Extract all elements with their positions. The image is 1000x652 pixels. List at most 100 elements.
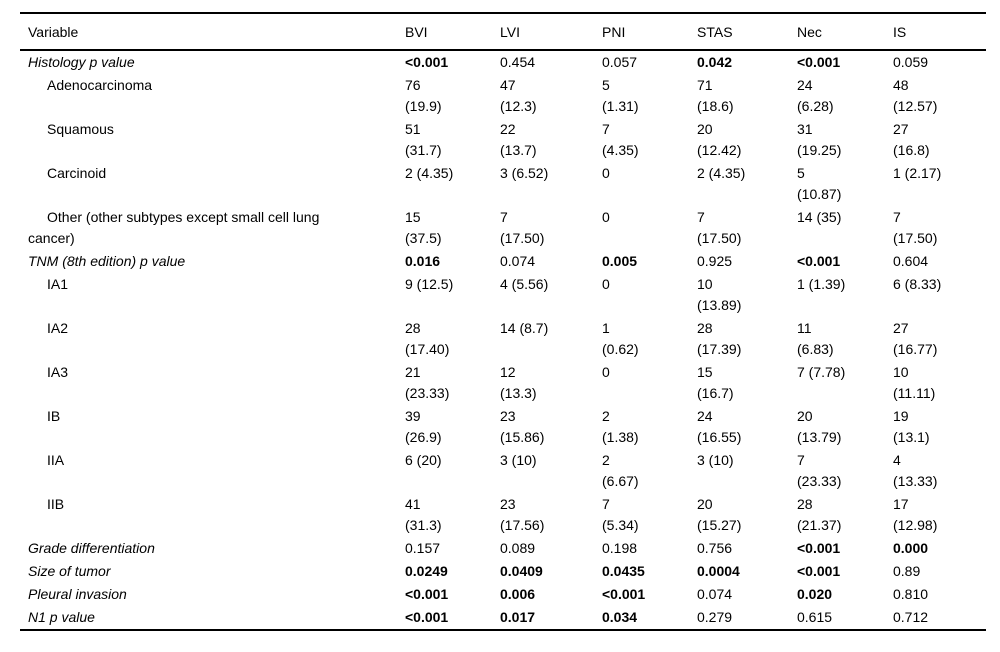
cell-stas: 0.042 [697,54,733,70]
row-label: IIA [47,452,65,468]
cell-bvi: 51 (31.7) [405,121,442,158]
row-label: TNM (8th edition) p value [28,253,186,269]
cell-bvi: 0.0249 [405,563,448,579]
cell-bvi: 21 (23.33) [405,364,450,401]
cell-lvi: 4 (5.56) [500,276,549,292]
cell-is: 0.059 [893,54,929,70]
table-row: Pleural invasion <0.001 0.006 <0.001 0.074 0.… [20,583,986,606]
column-header-stas: STAS [697,13,797,51]
cell-is: 7 (17.50) [893,209,938,246]
cell-stas: 0.756 [697,540,733,556]
cell-pni: 1 (0.62) [602,320,639,357]
cell-pni: 7 (4.35) [602,121,639,158]
table-row: Squamous 51 (31.7) 22 (13.7) 7 (4.35) 20 (12… [20,118,986,162]
cell-nec: 0.020 [797,586,833,602]
cell-lvi: 12 (13.3) [500,364,537,401]
cell-is: 48 (12.57) [893,77,938,114]
row-label: IA3 [47,364,69,380]
cell-stas: 71 (18.6) [697,77,734,114]
cell-nec: 31 (19.25) [797,121,842,158]
row-label: IB [47,408,61,424]
cell-nec: 7 (23.33) [797,452,842,489]
cell-lvi: 7 (17.50) [500,209,545,246]
cell-lvi: 23 (17.56) [500,496,545,533]
cell-nec: 20 (13.79) [797,408,842,445]
cell-stas: 10 (13.89) [697,276,742,313]
cell-stas: 0.925 [697,253,733,269]
table-row: IA2 28 (17.40) 14 (8.7) 1 (0.62) 28 (17.39) 1… [20,317,986,361]
cell-stas: 20 (15.27) [697,496,742,533]
table-row: Grade differentiation 0.157 0.089 0.198 0.75… [20,537,986,560]
cell-is: 0.712 [893,609,929,625]
cell-pni: 2 (1.38) [602,408,639,445]
cell-lvi: 0.089 [500,540,536,556]
cell-is: 6 (8.33) [893,276,942,292]
table-row: IIB 41 (31.3) 23 (17.56) 7 (5.34) 20 (15.27)… [20,493,986,537]
cell-bvi: 9 (12.5) [405,276,454,292]
results-table: Variable BVI LVI PNI STAS Nec IS Histology p v… [20,12,986,631]
cell-nec: <0.001 [797,54,841,70]
cell-bvi: 0.016 [405,253,441,269]
table-row: Size of tumor 0.0249 0.0409 0.0435 0.0004 <0.… [20,560,986,583]
cell-bvi: 28 (17.40) [405,320,450,357]
cell-is: 0.89 [893,563,921,579]
row-label: Histology p value [28,54,135,70]
cell-lvi: 0.074 [500,253,536,269]
cell-nec: 1 (1.39) [797,276,846,292]
row-label: Other (other subtypes except small cell … [28,209,320,246]
cell-nec: <0.001 [797,563,841,579]
cell-bvi: 6 (20) [405,452,442,468]
cell-stas: 0.074 [697,586,733,602]
cell-is: 19 (13.1) [893,408,930,445]
table-row: Other (other subtypes except small cell … [20,206,986,250]
column-header-lvi: LVI [500,13,602,51]
cell-stas: 24 (16.55) [697,408,742,445]
cell-pni: 0.034 [602,609,638,625]
cell-nec: <0.001 [797,253,841,269]
cell-is: 27 (16.77) [893,320,938,357]
cell-pni: 0.057 [602,54,638,70]
cell-bvi: <0.001 [405,54,449,70]
table-row: IB 39 (26.9) 23 (15.86) 2 (1.38) 24 (16.55) 2… [20,405,986,449]
row-label: Grade differentiation [28,540,155,556]
table-row: N1 p value <0.001 0.017 0.034 0.279 0.615 0.71… [20,606,986,630]
cell-lvi: 23 (15.86) [500,408,545,445]
table-header: Variable BVI LVI PNI STAS Nec IS [20,13,986,51]
table-row: Carcinoid 2 (4.35) 3 (6.52) 0 2 (4.35) 5 (10.… [20,162,986,206]
cell-is: 1 (2.17) [893,165,942,181]
cell-lvi: 0.0409 [500,563,543,579]
cell-bvi: <0.001 [405,586,449,602]
row-label: Pleural invasion [28,586,127,602]
cell-is: 4 (13.33) [893,452,938,489]
cell-pni: 7 (5.34) [602,496,639,533]
row-label: IA1 [47,276,69,292]
cell-nec: 0.615 [797,609,833,625]
cell-pni: 0 [602,276,610,292]
cell-pni: 0.005 [602,253,638,269]
cell-bvi: 39 (26.9) [405,408,442,445]
table-row: IA3 21 (23.33) 12 (13.3) 0 15 (16.7) 7 (7.78)… [20,361,986,405]
cell-pni: 0 [602,364,610,380]
cell-pni: 0.198 [602,540,638,556]
row-label: N1 p value [28,609,95,625]
cell-nec: 28 (21.37) [797,496,842,533]
cell-stas: 0.279 [697,609,733,625]
table-body: Histology p value <0.001 0.454 0.057 0.042 <0… [20,50,986,630]
row-label: Adenocarcinoma [47,77,153,93]
table-row: TNM (8th edition) p value 0.016 0.074 0.005… [20,250,986,273]
cell-nec: 7 (7.78) [797,364,846,380]
cell-pni: 5 (1.31) [602,77,639,114]
table-row: IIA 6 (20) 3 (10) 2 (6.67) 3 (10) 7 (23.33) 4 … [20,449,986,493]
cell-stas: 2 (4.35) [697,165,746,181]
cell-pni: 0 [602,209,610,225]
column-header-pni: PNI [602,13,697,51]
cell-stas: 3 (10) [697,452,734,468]
column-header-nec: Nec [797,13,893,51]
cell-nec: 24 (6.28) [797,77,834,114]
cell-is: 0.604 [893,253,929,269]
header-row: Variable BVI LVI PNI STAS Nec IS [20,13,986,51]
column-header-variable: Variable [20,13,405,51]
cell-stas: 20 (12.42) [697,121,742,158]
cell-stas: 0.0004 [697,563,740,579]
cell-pni: <0.001 [602,586,646,602]
